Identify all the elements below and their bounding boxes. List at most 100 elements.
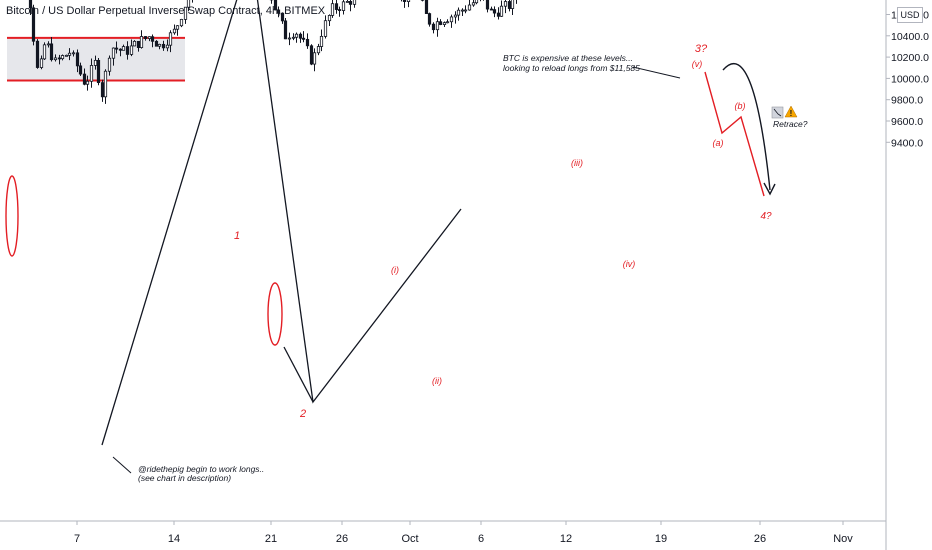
candle-body [431, 23, 436, 31]
candle-body [327, 15, 332, 22]
x-tick-label: 19 [655, 533, 667, 545]
wave-label: (iv) [623, 259, 636, 269]
x-tick-label: 7 [74, 533, 80, 545]
wave-label: (iii) [571, 158, 583, 168]
candle-body [427, 13, 432, 25]
candle-body [42, 44, 47, 60]
candle-body [129, 45, 134, 55]
x-tick-label: 26 [754, 533, 766, 545]
warning-icon [784, 105, 798, 118]
wave-label: 3? [695, 43, 708, 55]
x-tick-label: 26 [336, 533, 348, 545]
candle-body [49, 43, 54, 61]
candle-body [467, 4, 472, 11]
candle-body [96, 59, 101, 84]
y-tick-label: 9800.0 [891, 95, 923, 107]
candle-body [67, 52, 72, 56]
trend-line-drawing [101, 0, 462, 446]
chart-title: Bitcoin / US Dollar Perpetual Inverse Sw… [6, 5, 326, 17]
candle-body [442, 22, 447, 25]
wave-label: 1 [234, 230, 240, 242]
candle-body [103, 70, 108, 98]
candle-body [316, 46, 321, 54]
chart-down-icon [771, 106, 784, 119]
x-tick-label: 6 [478, 533, 484, 545]
chart-down-icon-line [773, 108, 782, 117]
wave-label: 4? [760, 211, 772, 222]
candle-body [424, 0, 429, 14]
annotation-text: (see chart in description) [138, 473, 231, 483]
candle-body [463, 9, 468, 12]
candle-body [186, 0, 191, 8]
candle-body [305, 38, 310, 47]
candle-body [114, 47, 119, 50]
currency-badge[interactable]: USD [897, 7, 923, 23]
candle-body [28, 0, 33, 9]
candle-body [352, 0, 357, 5]
candle-body [273, 0, 278, 11]
candle-body [46, 43, 51, 46]
candle-body [341, 1, 346, 11]
candle-body [179, 18, 184, 27]
annotation-text: @ridethepig begin to work longs.. [138, 464, 264, 474]
candle-body [93, 59, 98, 66]
wave-label: (ii) [432, 376, 442, 386]
candle-body [496, 12, 501, 17]
wave-label: (v) [692, 59, 703, 69]
candle-body [445, 21, 450, 24]
candle-body [301, 37, 306, 40]
x-tick-label: 12 [560, 533, 572, 545]
annotation-text: Retrace? [773, 119, 808, 129]
candle-body [345, 1, 350, 3]
highlight-ellipse [5, 175, 19, 257]
candle-body [330, 3, 335, 16]
y-tick-label: 10400.0 [891, 31, 929, 43]
x-tick-label: 14 [168, 533, 180, 545]
candle-body [510, 0, 515, 9]
candle-body [406, 0, 411, 2]
x-tick-label: 21 [265, 533, 277, 545]
wave-label: (b) [735, 101, 746, 111]
candle-body [492, 9, 497, 14]
trend-line-drawing [283, 346, 314, 403]
candle-body [107, 57, 112, 72]
candle-body [57, 57, 62, 60]
candle-body [154, 40, 159, 47]
candle-body [294, 33, 299, 38]
y-tick-label: 10200.0 [891, 52, 929, 64]
candle-body [453, 14, 458, 18]
wave-label: 2 [299, 408, 306, 420]
highlight-ellipse [267, 282, 283, 346]
candle-body [471, 2, 476, 6]
candle-body [100, 82, 105, 98]
candle-body [31, 7, 36, 42]
y-tick-label: 9400.0 [891, 137, 923, 149]
candle-body [309, 45, 314, 65]
candle-body [319, 35, 324, 47]
candle-body [161, 43, 166, 49]
candle-body [168, 32, 173, 46]
retrace-arrow-head [763, 182, 776, 196]
candle-body [485, 0, 490, 10]
candle-body [402, 0, 407, 2]
candle-body [507, 1, 512, 9]
candle-body [89, 65, 94, 82]
candle-body [139, 36, 144, 48]
candle-body [291, 36, 296, 39]
candle-body [489, 8, 494, 11]
candle-body [460, 9, 465, 12]
candle-body [111, 47, 116, 59]
candle-body [118, 48, 123, 51]
candle-body [312, 52, 317, 65]
candle-body [283, 20, 288, 40]
candle-body [172, 28, 177, 34]
candle-body [53, 57, 58, 61]
candle-body [183, 6, 188, 20]
candle-body [435, 21, 440, 31]
candle-body [125, 46, 130, 55]
candle-body [503, 1, 508, 7]
annotation-text: BTC is expensive at these levels... [503, 53, 633, 63]
candle-body [143, 36, 148, 39]
candle-body [71, 52, 76, 55]
